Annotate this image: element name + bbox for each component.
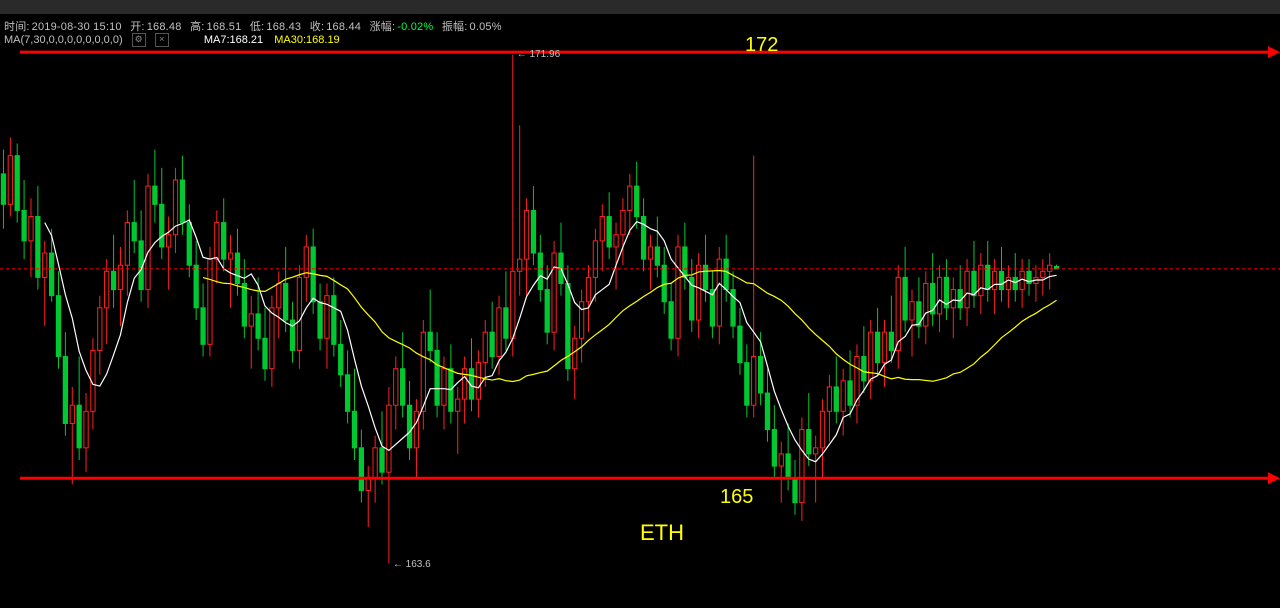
resistance-line (20, 46, 1280, 58)
ma30-line (203, 270, 1057, 381)
support-label: 165 (720, 486, 753, 509)
trough-price-label: ← 163.6 (393, 559, 431, 570)
candlestick-chart[interactable] (0, 0, 1280, 608)
peak-price-label: ← 171.96 (517, 49, 560, 60)
symbol-label: ETH (640, 520, 684, 546)
resistance-label: 172 (745, 34, 778, 57)
chart-container[interactable]: 时间:2019-08-30 15:10 开:168.48 高:168.51 低:… (0, 0, 1280, 608)
support-line (20, 472, 1280, 484)
